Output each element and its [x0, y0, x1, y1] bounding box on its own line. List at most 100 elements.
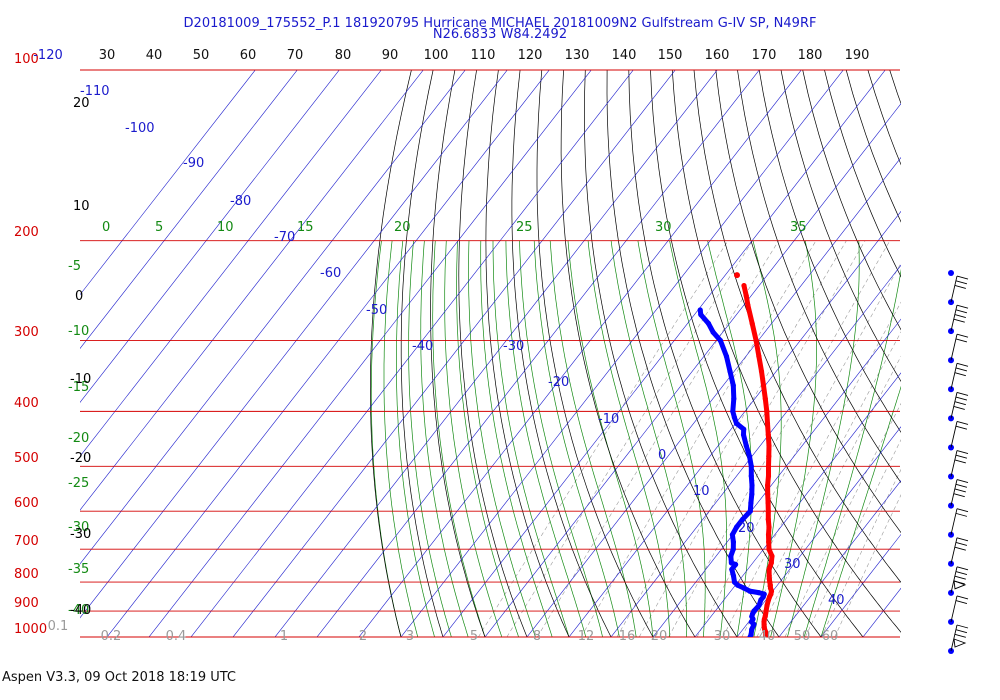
pressure-label: 600 — [14, 496, 39, 511]
dewpoint-point — [751, 608, 757, 614]
wind-barb-shaft — [950, 334, 958, 361]
wind-barb-feather — [954, 633, 966, 638]
mixing-ratio-label: 1 — [280, 629, 288, 644]
isotherm-line — [820, 533, 901, 637]
dewpoint-point — [728, 553, 734, 559]
top-axis-label: 180 — [798, 48, 823, 63]
dry-adiabat-line — [693, 70, 901, 583]
temperature-point — [766, 566, 772, 573]
mixing-ratio-label: 12 — [578, 629, 595, 644]
dewpoint-point — [741, 585, 747, 591]
wind-barb-feather — [956, 391, 969, 396]
temperature-point — [762, 396, 768, 402]
dewpoint-point — [731, 414, 738, 420]
isotherm-line — [80, 70, 424, 511]
dry-adiabat-label: -30 — [70, 527, 91, 542]
temperature-point — [756, 353, 762, 359]
temperature-point — [745, 302, 751, 308]
wind-barb-feather — [955, 542, 968, 546]
sounding-series — [697, 272, 775, 637]
wind-barb-shaft — [950, 537, 958, 564]
moist-adiabat-line — [787, 240, 860, 637]
wind-barb-shaft — [950, 624, 958, 652]
temperature-point — [765, 473, 772, 479]
top-axis-label: 30 — [99, 48, 116, 63]
dewpoint-point — [733, 420, 740, 426]
isotherm-label: -110 — [80, 84, 110, 99]
mixing-ratio-line — [638, 240, 866, 637]
isotherm-label: -10 — [598, 412, 619, 427]
dewpoint-point — [723, 353, 730, 359]
moist-adiabat-line — [549, 240, 637, 637]
isotherm-label: 10 — [693, 484, 710, 499]
wind-barb-feather — [955, 512, 968, 517]
temperature-point — [764, 408, 770, 414]
mixing-ratio-label: 3 — [406, 629, 414, 644]
dry-adiabat-line — [933, 70, 1000, 651]
moist-adiabat-label: 15 — [297, 220, 314, 235]
wind-barb-feather — [956, 275, 969, 280]
temperature-point — [764, 602, 770, 609]
wind-barb-feather — [956, 333, 969, 338]
moist-adiabat-line — [480, 240, 553, 637]
wind-barb-feather — [954, 285, 966, 289]
isotherm-label: 30 — [784, 557, 801, 572]
moist-adiabat-line — [567, 240, 654, 637]
top-axis-label: 130 — [565, 48, 590, 63]
temperature-top-marker — [734, 272, 740, 279]
temperature-point — [766, 546, 772, 552]
top-axis-label: 170 — [752, 48, 777, 63]
moist-adiabat-line — [519, 240, 603, 637]
isotherm-line — [148, 70, 592, 637]
isotherm-label: 40 — [828, 593, 845, 608]
left-green-label: -25 — [68, 476, 89, 491]
mixing-ratio-label: 0.1 — [48, 619, 69, 634]
dewpoint-point — [748, 473, 754, 479]
dry-adiabat-line — [536, 70, 654, 637]
isotherm-line — [190, 70, 634, 637]
pressure-label: 800 — [14, 567, 39, 582]
temperature-point — [758, 368, 765, 374]
wind-barb-feather — [954, 546, 966, 551]
top-axis-label: 80 — [335, 48, 352, 63]
isotherm-line — [862, 587, 901, 637]
wind-barb-feather — [955, 600, 968, 605]
dewpoint-point — [698, 312, 704, 318]
top-axis-label: 40 — [146, 48, 163, 63]
moist-adiabat-label: 35 — [790, 220, 807, 235]
dry-adiabat-line — [955, 70, 1000, 651]
wind-barb-feather — [955, 629, 968, 634]
temperature-point — [760, 382, 767, 388]
top-axis-label: 190 — [845, 48, 870, 63]
isotherm-line — [694, 372, 901, 637]
wind-barb-feather — [956, 362, 969, 367]
isotherm-line — [442, 70, 886, 637]
wind-barb-feather — [954, 372, 966, 377]
isotherm-label: -60 — [320, 266, 341, 281]
dry-adiabat-line — [737, 70, 901, 484]
mixing-ratio-label: 5 — [470, 629, 478, 644]
moist-adiabat-line — [444, 240, 503, 637]
pressure-label: 1000 — [14, 622, 47, 637]
mixing-ratio-line — [741, 331, 901, 637]
mixing-ratio-label: 60 — [822, 629, 839, 644]
temperature-point — [765, 463, 772, 469]
moist-adiabat-line — [370, 240, 402, 637]
wind-barb-shaft — [950, 363, 958, 390]
isotherm-label: -90 — [183, 156, 204, 171]
temperature-point — [749, 320, 755, 327]
dry-adiabat-line — [911, 70, 1000, 651]
pressure-label: 200 — [14, 225, 39, 240]
dewpoint-point — [749, 626, 755, 633]
wind-barb-shaft — [950, 566, 958, 593]
wind-barb-feather — [953, 405, 965, 410]
wind-barb-feather — [953, 318, 965, 323]
moist-adiabat-label: 25 — [516, 220, 533, 235]
isotherm-line — [484, 103, 901, 637]
wind-barb-feather — [955, 571, 968, 575]
wind-barb-feather — [955, 309, 968, 314]
dry-adiabats — [370, 70, 1000, 651]
dry-adiabat-line — [977, 70, 1000, 651]
isotherm-label: -80 — [230, 194, 251, 209]
pressure-label: 900 — [14, 596, 39, 611]
